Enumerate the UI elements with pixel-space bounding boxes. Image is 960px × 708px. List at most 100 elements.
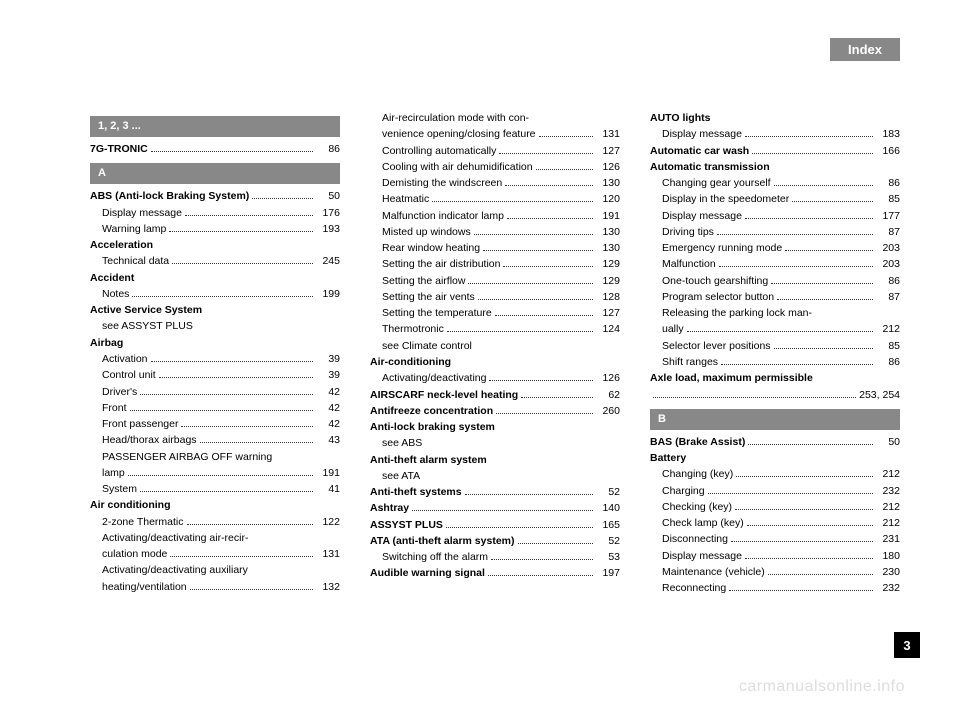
- entry-label: 2-zone Thermatic: [102, 514, 184, 530]
- entry-label: Accident: [90, 270, 134, 286]
- leader-dots: [752, 146, 873, 153]
- entry-page: 122: [316, 514, 340, 530]
- entry-page: 203: [876, 240, 900, 256]
- entry-label: Maintenance (vehicle): [662, 564, 765, 580]
- entry-page: 52: [596, 484, 620, 500]
- entry-page: 86: [876, 273, 900, 289]
- entry-label: Air-recirculation mode with con-: [382, 110, 529, 126]
- entry-page: 203: [876, 256, 900, 272]
- leader-dots: [735, 503, 873, 510]
- index-entry: 7G-TRONIC86: [90, 141, 340, 157]
- index-subentry: One-touch gearshifting 86: [650, 273, 900, 289]
- entry-label: Driving tips: [662, 224, 714, 240]
- index-entry: Air conditioning: [90, 497, 340, 513]
- leader-dots: [468, 276, 593, 283]
- entry-label: One-touch gearshifting: [662, 273, 768, 289]
- index-entry: AUTO lights: [650, 110, 900, 126]
- entry-page: 197: [596, 565, 620, 581]
- leader-dots: [140, 387, 313, 394]
- index-subentry: Display in the speedometer85: [650, 191, 900, 207]
- leader-dots: [446, 520, 593, 527]
- leader-dots: [488, 569, 593, 576]
- entry-label: Emergency running mode: [662, 240, 782, 256]
- index-entry: Anti-theft alarm system: [370, 452, 620, 468]
- leader-dots: [518, 537, 594, 544]
- entry-label: Automatic car wash: [650, 143, 749, 159]
- leader-dots: [708, 486, 873, 493]
- entry-label: Display message: [662, 126, 742, 142]
- index-subentry: Activating/deactivating air-recir-: [90, 530, 340, 546]
- leader-dots: [771, 276, 873, 283]
- entry-label: Charging: [662, 483, 705, 499]
- entry-page: 130: [596, 240, 620, 256]
- index-subentry: see ATA: [370, 468, 620, 484]
- index-subentry: Malfunction indicator lamp191: [370, 208, 620, 224]
- leader-dots: [721, 358, 873, 365]
- index-subentry: Setting the airflow129: [370, 273, 620, 289]
- entry-label: see ABS: [382, 435, 422, 451]
- index-subentry: Activation39: [90, 351, 340, 367]
- leader-dots: [159, 371, 313, 378]
- index-entry: Air-conditioning: [370, 354, 620, 370]
- entry-label: Demisting the windscreen: [382, 175, 502, 191]
- entry-label: Selector lever positions: [662, 338, 771, 354]
- entry-label: Setting the airflow: [382, 273, 465, 289]
- entry-page: 183: [876, 126, 900, 142]
- leader-dots: [499, 146, 593, 153]
- index-subentry: Technical data245: [90, 253, 340, 269]
- index-subentry: Thermotronic124: [370, 321, 620, 337]
- leader-dots: [736, 470, 873, 477]
- index-subentry: heating/ventilation132: [90, 579, 340, 595]
- entry-label: Malfunction: [662, 256, 716, 272]
- entry-label: Display message: [102, 205, 182, 221]
- entry-label: Controlling automatically: [382, 143, 496, 159]
- entry-label: ABS (Anti-lock Braking System): [90, 188, 249, 204]
- entry-page: 86: [876, 175, 900, 191]
- index-subentry: Control unit39: [90, 367, 340, 383]
- entry-page: 85: [876, 191, 900, 207]
- entry-page: 127: [596, 305, 620, 321]
- entry-page: 166: [876, 143, 900, 159]
- leader-dots: [521, 390, 593, 397]
- section-heading: A: [90, 163, 340, 184]
- leader-dots: [132, 290, 313, 297]
- index-subentry: Display message177: [650, 208, 900, 224]
- leader-dots: [181, 420, 313, 427]
- leader-dots: [496, 406, 593, 413]
- leader-dots: [495, 309, 593, 316]
- leader-dots: [747, 519, 873, 526]
- entry-label: Activating/deactivating: [382, 370, 486, 386]
- index-entry: ATA (anti-theft alarm system)52: [370, 533, 620, 549]
- index-subentry: Maintenance (vehicle)230: [650, 564, 900, 580]
- leader-dots: [687, 325, 873, 332]
- index-entry: Battery: [650, 450, 900, 466]
- entry-page: 42: [316, 416, 340, 432]
- leader-dots: [491, 553, 593, 560]
- leader-dots: [489, 374, 593, 381]
- entry-page: 85: [876, 338, 900, 354]
- entry-page: 191: [316, 465, 340, 481]
- index-subentry: Shift ranges86: [650, 354, 900, 370]
- index-subentry: Setting the temperature127: [370, 305, 620, 321]
- entry-label: Automatic transmission: [650, 159, 770, 175]
- entry-page: 140: [596, 500, 620, 516]
- page-header-tab: Index: [830, 38, 900, 61]
- entry-label: Disconnecting: [662, 531, 728, 547]
- index-subentry: Driver's42: [90, 384, 340, 400]
- entry-page: 199: [316, 286, 340, 302]
- index-entry: Airbag: [90, 335, 340, 351]
- entry-label: Setting the air distribution: [382, 256, 500, 272]
- index-subentry: Heatmatic120: [370, 191, 620, 207]
- index-subentry: Front42: [90, 400, 340, 416]
- index-subentry: Rear window heating130: [370, 240, 620, 256]
- leader-dots: [187, 517, 313, 524]
- entry-page: 176: [316, 205, 340, 221]
- entry-page: 87: [876, 224, 900, 240]
- index-subentry: Emergency running mode 203: [650, 240, 900, 256]
- leader-dots: [729, 584, 873, 591]
- entry-page: 52: [596, 533, 620, 549]
- entry-page: 131: [596, 126, 620, 142]
- leader-dots: [745, 130, 873, 137]
- index-entry: BAS (Brake Assist)50: [650, 434, 900, 450]
- leader-dots: [140, 485, 313, 492]
